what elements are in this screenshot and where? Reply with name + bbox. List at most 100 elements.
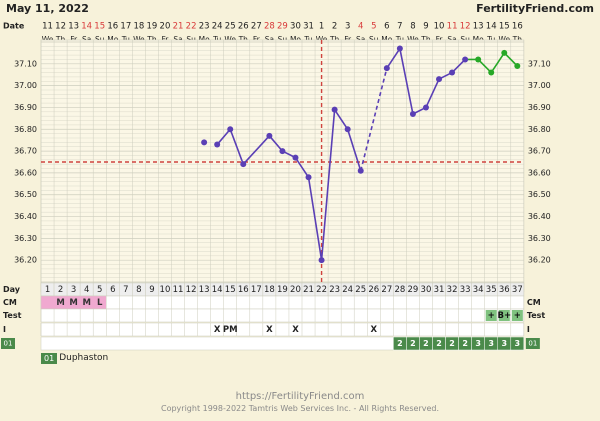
temperature-line-segment — [425, 78, 440, 108]
day-number: 29 — [408, 285, 419, 295]
temperature-point — [305, 174, 312, 181]
date-label: 15 — [499, 22, 510, 32]
date-label: 10 — [434, 22, 445, 32]
day-number: 14 — [212, 285, 223, 295]
weekday-label: Mo — [290, 35, 301, 44]
y-tick-left: 36.90 — [14, 103, 37, 112]
date-label: 19 — [147, 22, 158, 32]
temperature-line-segment — [294, 157, 310, 178]
day-number: 20 — [290, 285, 301, 295]
date-label: 8 — [410, 22, 415, 32]
date-label: 28 — [264, 22, 275, 32]
weekday-label: Fr — [162, 35, 170, 44]
temperature-line-segment — [359, 67, 388, 171]
weekday-label: Th — [420, 35, 431, 44]
medication-entry: 2 — [449, 339, 455, 348]
weekday-label: Mo — [381, 35, 392, 44]
date-label: 9 — [423, 22, 428, 32]
temperature-point — [266, 132, 273, 139]
day-number: 13 — [199, 285, 210, 295]
test-cell — [498, 310, 510, 321]
day-number: 18 — [264, 285, 275, 295]
date-label: 14 — [486, 22, 497, 32]
day-number: 31 — [434, 285, 445, 295]
cm-entry: L — [97, 298, 103, 308]
temperature-point — [214, 141, 221, 148]
weekday-label: Su — [460, 35, 470, 44]
day-number: 22 — [316, 285, 327, 295]
day-number: 15 — [225, 285, 236, 295]
plot-area — [40, 39, 525, 293]
site-name: FertilityFriend.com — [476, 2, 594, 15]
y-tick-right: 36.90 — [528, 103, 551, 112]
footer-url[interactable]: https://FertilityFriend.com — [235, 391, 365, 402]
weekday-label: Fr — [70, 35, 78, 44]
temperature-point — [383, 65, 390, 72]
date-label: 4 — [358, 22, 363, 32]
weekday-label: Fr — [436, 35, 444, 44]
day-row-label: Day — [3, 285, 21, 294]
cm-entry: M — [56, 298, 64, 308]
day-number: 36 — [499, 285, 510, 295]
date-label: 25 — [225, 22, 236, 32]
day-number: 3 — [71, 285, 76, 295]
temperature-line-segment — [333, 109, 349, 130]
temperature-point — [449, 69, 456, 76]
date-label: 30 — [290, 22, 301, 32]
date-label: 6 — [384, 22, 389, 32]
date-label: 13 — [68, 22, 79, 32]
y-tick-left: 36.30 — [14, 234, 37, 243]
y-tick-right: 36.80 — [528, 125, 551, 134]
date-label: 15 — [94, 22, 105, 32]
day-number: 16 — [238, 285, 249, 295]
weekday-label: Sa — [447, 35, 456, 44]
temperature-point — [279, 148, 286, 155]
temperature-line-segment — [477, 58, 492, 74]
weekday-label: Su — [278, 35, 288, 44]
temperature-line-segment — [451, 58, 466, 74]
day-number: 32 — [447, 285, 458, 295]
weekday-label: We — [42, 35, 54, 44]
weekday-label: Sa — [265, 35, 274, 44]
intercourse-row-bg — [40, 322, 525, 337]
intercourse-entry: X — [292, 325, 299, 335]
weekday-label: Th — [146, 35, 157, 44]
temperature-point — [331, 106, 338, 113]
y-tick-left: 36.60 — [14, 168, 37, 177]
date-label: 7 — [397, 22, 402, 32]
y-tick-left: 36.70 — [14, 147, 37, 156]
weekday-label: Mo — [107, 35, 118, 44]
y-tick-left: 36.20 — [14, 256, 37, 265]
date-label: 11 — [447, 22, 458, 32]
day-number: 25 — [355, 285, 366, 295]
medication-entry: 3 — [475, 339, 481, 348]
medication-entry: 2 — [410, 339, 416, 348]
date-title: May 11, 2022 — [6, 2, 89, 15]
weekday-label: Th — [512, 35, 523, 44]
weekday-label: Th — [238, 35, 249, 44]
weekday-label: We — [316, 35, 328, 44]
weekday-label: Mo — [199, 35, 210, 44]
temperature-point — [462, 56, 469, 63]
medication-code-left: 01 — [4, 340, 13, 348]
date-label: 20 — [160, 22, 171, 32]
day-number: 17 — [251, 285, 262, 295]
weekday-label: Fr — [344, 35, 352, 44]
temperature-point — [488, 69, 495, 76]
weekday-label: We — [407, 35, 419, 44]
day-number: 6 — [110, 285, 115, 295]
day-number: 9 — [149, 285, 154, 295]
temperature-point — [396, 45, 403, 52]
cm-row-label-right: CM — [527, 298, 541, 307]
medication-entry: 3 — [488, 339, 494, 348]
date-label: 26 — [238, 22, 249, 32]
temperature-line-segment — [229, 128, 245, 165]
test-entry: + — [488, 311, 495, 321]
day-number: 12 — [186, 285, 197, 295]
day-number: 21 — [303, 285, 314, 295]
date-label: 17 — [120, 22, 131, 32]
weekday-label: Su — [186, 35, 196, 44]
legend-code: 01 — [41, 352, 58, 364]
weekday-label: Th — [55, 35, 66, 44]
